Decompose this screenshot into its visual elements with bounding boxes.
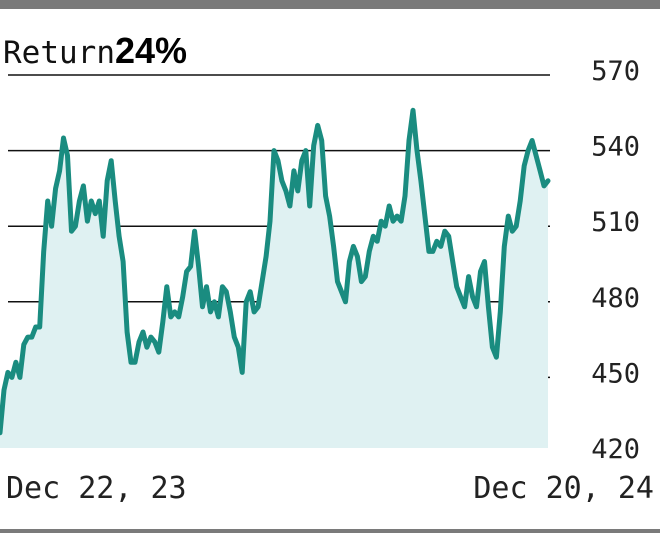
y-tick-label: 540 [591,132,640,163]
return-label: Return [3,35,115,71]
y-tick-label: 570 [591,56,640,87]
x-axis-ticks: Dec 22, 23 Dec 20, 24 [6,471,654,506]
chart-header: Return24% [3,30,188,71]
x-tick-label: Dec 22, 23 [6,471,187,506]
return-value: 24% [114,30,188,71]
series-line [0,107,551,436]
x-tick-label: Dec 20, 24 [473,471,654,506]
top-frame-bar [0,0,660,9]
y-tick-label: 450 [591,358,640,389]
y-tick-label: 420 [591,434,640,465]
bottom-frame-bar [0,529,660,533]
y-axis-ticks: 420 450 480 510 540 570 [591,56,640,465]
y-tick-label: 480 [591,283,640,314]
y-tick-label: 510 [591,207,640,238]
